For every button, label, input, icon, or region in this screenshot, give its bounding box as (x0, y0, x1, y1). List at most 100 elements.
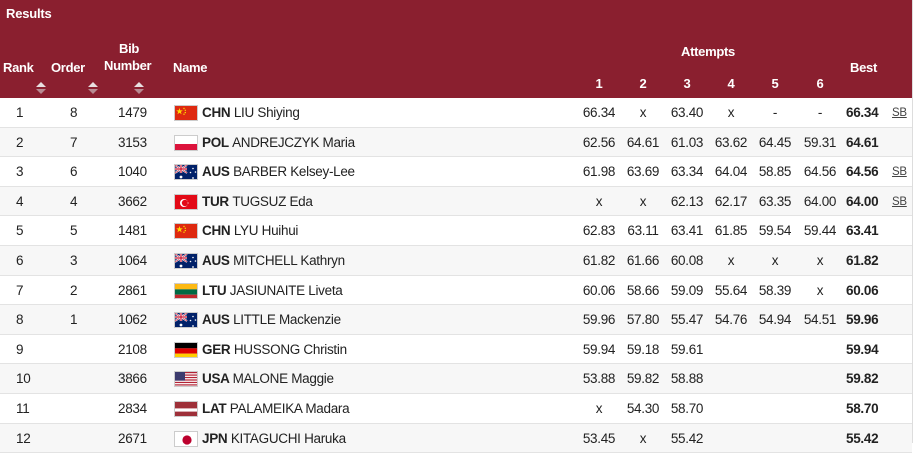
order-cell: 5 (70, 223, 77, 239)
noc-code: AUS (202, 253, 230, 268)
attempt-2-cell: x (623, 105, 663, 121)
best-cell: 64.61 (846, 135, 878, 151)
attempt-4-cell: 64.04 (711, 164, 751, 180)
attempt-2-cell: 58.66 (623, 283, 663, 299)
latvia-flag-icon (174, 401, 198, 417)
attempt-1-cell: 62.56 (579, 135, 619, 151)
attempt-4-cell: 61.85 (711, 223, 751, 239)
record-mark[interactable]: SB (892, 194, 907, 210)
athlete-name: JASIUNAITE Liveta (230, 283, 343, 298)
attempt-3-cell: 59.09 (667, 283, 707, 299)
attempt-5-cell: 63.35 (755, 194, 795, 210)
noc-code: JPN (202, 431, 227, 446)
results-title: Results (6, 6, 52, 21)
attempt-6-cell: x (800, 253, 840, 269)
attempt-4-cell: 63.62 (711, 135, 751, 151)
attempt-6-cell: x (800, 283, 840, 299)
china-flag-icon (174, 223, 198, 239)
attempt-3-cell: 58.70 (667, 401, 707, 417)
attempt-5-header: 5 (766, 75, 784, 92)
order-column-header[interactable]: Order (51, 59, 85, 76)
attempt-1-cell: 60.06 (579, 283, 619, 299)
athlete-name-cell[interactable]: USA MALONE Maggie (202, 371, 334, 387)
rank-cell: 8 (16, 312, 23, 328)
attempt-5-cell: 54.94 (755, 312, 795, 328)
rank-cell: 12 (16, 431, 30, 447)
bib-sort-icon[interactable] (134, 82, 144, 94)
attempt-5-cell: - (755, 105, 795, 121)
noc-code: USA (202, 371, 229, 386)
athlete-name-cell[interactable]: CHN LIU Shiying (202, 105, 300, 121)
attempt-1-header: 1 (590, 75, 608, 92)
order-sort-icon[interactable] (88, 82, 98, 94)
bib-cell: 3866 (118, 371, 147, 387)
attempt-6-cell: 64.56 (800, 164, 840, 180)
rank-cell: 6 (16, 253, 23, 269)
record-mark[interactable]: SB (892, 164, 907, 180)
attempt-2-cell: 63.11 (623, 223, 663, 239)
rank-cell: 2 (16, 135, 23, 151)
bib-cell: 1064 (118, 253, 147, 269)
attempt-2-cell: 59.82 (623, 371, 663, 387)
athlete-name-cell[interactable]: AUS LITTLE Mackenzie (202, 312, 341, 328)
athlete-name: MALONE Maggie (233, 371, 334, 386)
order-cell: 2 (70, 283, 77, 299)
athlete-name-cell[interactable]: JPN KITAGUCHI Haruka (202, 431, 346, 447)
attempt-5-cell: 58.85 (755, 164, 795, 180)
attempt-4-header: 4 (722, 75, 740, 92)
best-cell: 66.34 (846, 105, 878, 121)
athlete-name-cell[interactable]: TUR TUGSUZ Eda (202, 194, 313, 210)
athlete-name-cell[interactable]: AUS BARBER Kelsey-Lee (202, 164, 355, 180)
attempt-2-cell: 59.18 (623, 342, 663, 358)
rank-sort-icon[interactable] (36, 82, 46, 94)
athlete-name-cell[interactable]: GER HUSSONG Christin (202, 342, 347, 358)
noc-code: TUR (202, 194, 229, 209)
best-cell: 58.70 (846, 401, 878, 417)
attempt-4-cell: x (711, 105, 751, 121)
attempt-1-cell: x (579, 194, 619, 210)
attempt-6-cell: 59.31 (800, 135, 840, 151)
best-cell: 63.41 (846, 223, 878, 239)
attempt-1-cell: 61.98 (579, 164, 619, 180)
bib-cell: 1481 (118, 223, 147, 239)
attempt-3-header: 3 (678, 75, 696, 92)
japan-flag-icon (174, 431, 198, 447)
attempt-6-header: 6 (811, 75, 829, 92)
athlete-name: LITTLE Mackenzie (233, 312, 341, 327)
results-panel: Results Rank Order Bib Number Name Attem… (0, 0, 913, 443)
athlete-name: MITCHELL Kathryn (233, 253, 345, 268)
athlete-name-cell[interactable]: POL ANDREJCZYK Maria (202, 135, 355, 151)
attempt-5-cell: x (755, 253, 795, 269)
noc-code: AUS (202, 164, 230, 179)
attempt-1-cell: 66.34 (579, 105, 619, 121)
attempt-5-cell: 64.45 (755, 135, 795, 151)
record-mark[interactable]: SB (892, 105, 907, 121)
rank-cell: 1 (16, 105, 23, 121)
athlete-name-cell[interactable]: LAT PALAMEIKA Madara (202, 401, 349, 417)
athlete-name-cell[interactable]: LTU JASIUNAITE Liveta (202, 283, 343, 299)
attempt-3-cell: 62.13 (667, 194, 707, 210)
best-cell: 55.42 (846, 431, 878, 447)
attempt-4-cell: 62.17 (711, 194, 751, 210)
bib-cell: 2108 (118, 342, 147, 358)
rank-column-header[interactable]: Rank (3, 59, 34, 76)
germany-flag-icon (174, 342, 198, 358)
athlete-name: PALAMEIKA Madara (230, 401, 350, 416)
attempt-6-cell: 64.00 (800, 194, 840, 210)
athlete-name-cell[interactable]: CHN LYU Huihui (202, 223, 298, 239)
athlete-name-cell[interactable]: AUS MITCHELL Kathryn (202, 253, 345, 269)
noc-code: GER (202, 342, 230, 357)
